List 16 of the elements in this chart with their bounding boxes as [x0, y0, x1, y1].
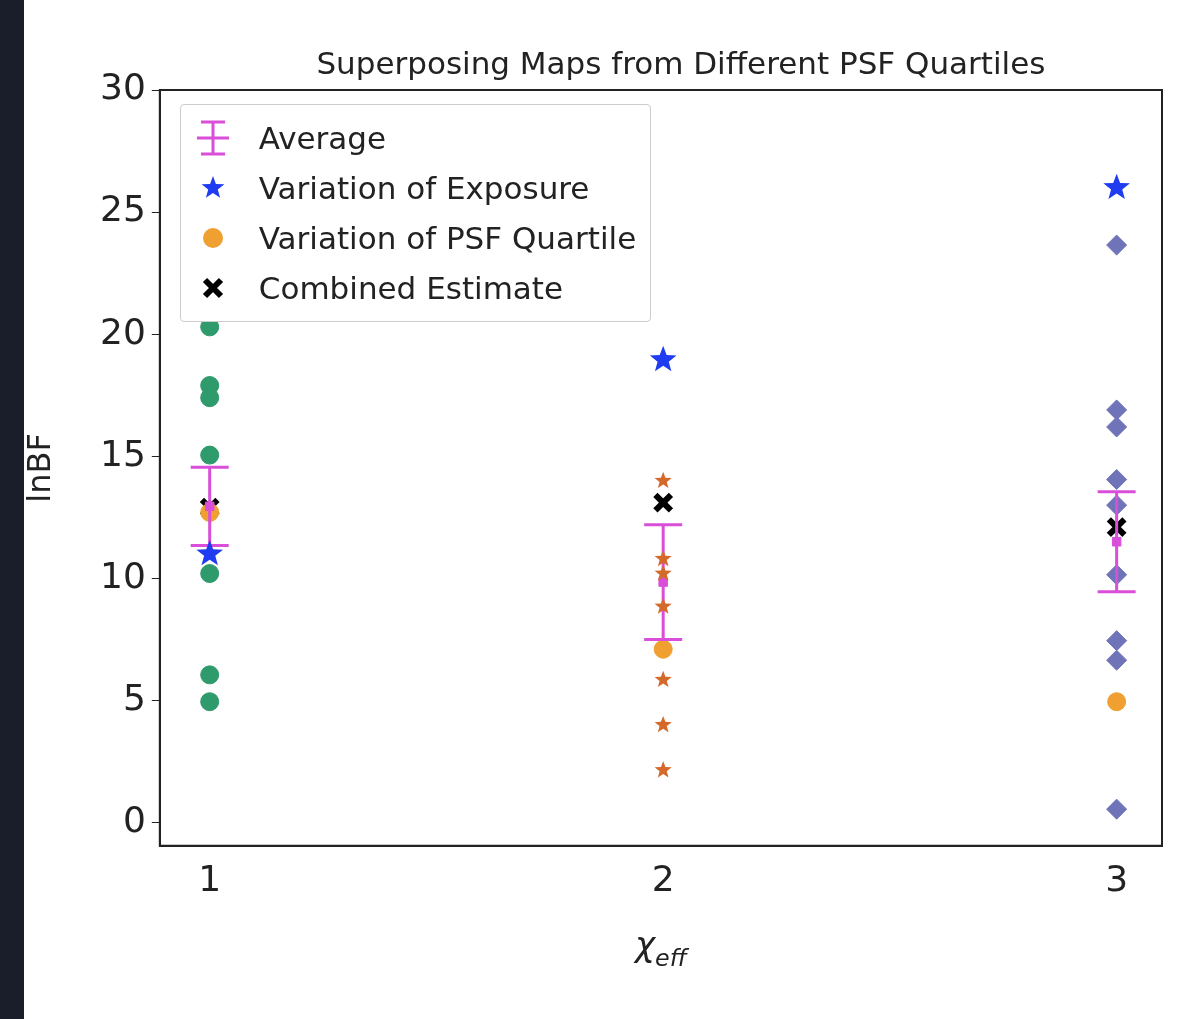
legend-label: Variation of PSF Quartile [258, 220, 637, 256]
x-tick-label: 3 [1105, 857, 1129, 899]
y-tick-label: 30 [100, 66, 146, 108]
y-tick-label: 20 [100, 310, 146, 352]
x-tick-label: 2 [651, 857, 675, 899]
y-tick-label: 25 [100, 188, 146, 230]
y-tick-label: 10 [100, 554, 146, 596]
chart-title: Superposing Maps from Different PSF Quartiles [316, 45, 1046, 81]
legend-label: Average [258, 120, 387, 156]
y-tick-label: 15 [100, 432, 146, 474]
legend-label: Variation of Exposure [258, 170, 590, 206]
x-tick-label: 1 [198, 857, 222, 899]
y-axis-title: lnBF [19, 433, 58, 503]
legend-label: Combined Estimate [258, 270, 564, 306]
y-tick-label: 0 [122, 798, 146, 840]
y-tick-label: 5 [122, 676, 146, 718]
